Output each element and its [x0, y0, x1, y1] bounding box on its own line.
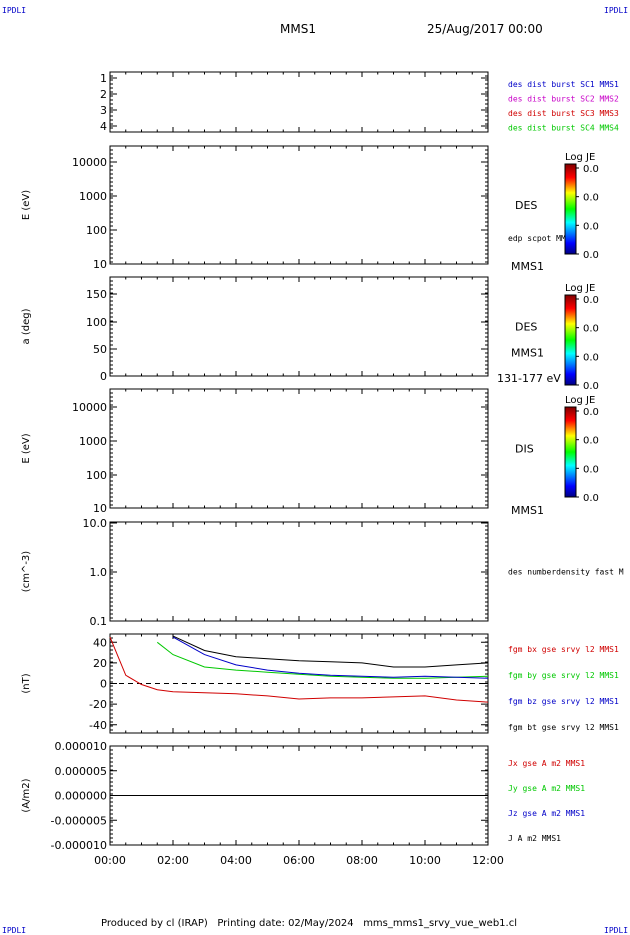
corner-label-bottom-left: IPDLI — [2, 926, 27, 935]
y-tick-label: 10 — [93, 258, 107, 271]
panel-bottom-label: 131-177 eV — [497, 372, 561, 385]
species-label: DES — [515, 321, 537, 334]
y-axis-label: E (eV) — [21, 190, 32, 220]
series-line — [172, 636, 489, 679]
y-tick-label: -0.000005 — [51, 814, 107, 827]
y-tick-label: 0.000000 — [55, 790, 108, 803]
y-tick-label: 1 — [100, 72, 107, 85]
series-label: Jz gse A m2 MMS1 — [508, 809, 585, 818]
corner-label-bottom-right: IPDLI — [604, 926, 629, 935]
species-label: DES — [515, 199, 537, 212]
y-tick-label: 100 — [86, 469, 107, 482]
colorbar-label: 0.0 — [583, 381, 599, 392]
series-line — [156, 641, 489, 679]
y-tick-label: -20 — [89, 698, 107, 711]
y-tick-label: 100 — [86, 316, 107, 329]
y-tick-label: 2 — [100, 88, 107, 101]
x-tick-label: 02:00 — [157, 854, 189, 867]
colorbar-label: 0.0 — [583, 193, 599, 204]
series-line — [172, 635, 489, 668]
y-tick-label: 0 — [100, 678, 107, 691]
y-tick-label: 10000 — [72, 156, 107, 169]
y-tick-label: 150 — [86, 288, 107, 301]
colorbar-label: 0.0 — [583, 407, 599, 418]
y-tick-label: 4 — [100, 120, 107, 133]
colorbar-label: 0.0 — [583, 250, 599, 261]
overlay-label: edp scpot MMS1 — [508, 234, 576, 243]
y-tick-label: 10.0 — [83, 517, 108, 530]
panel-frame — [109, 388, 489, 509]
series-label: des dist burst SC2 MMS2 — [508, 95, 619, 104]
corner-label-top-left: IPDLI — [2, 6, 27, 15]
series-label: fgm bt gse srvy l2 MMS1 — [508, 723, 619, 732]
y-tick-label: 0.1 — [90, 615, 108, 628]
x-tick-label: 04:00 — [220, 854, 252, 867]
y-axis-label: E (eV) — [21, 433, 32, 463]
panel-frame — [109, 521, 489, 622]
colorbar-label: 0.0 — [583, 464, 599, 475]
colorbar — [564, 406, 577, 498]
colorbar — [564, 163, 577, 255]
x-tick-label: 10:00 — [409, 854, 441, 867]
spacecraft-title: MMS1 — [280, 22, 316, 36]
y-axis-label: (A/m2) — [21, 778, 32, 812]
y-tick-label: -40 — [89, 719, 107, 732]
y-tick-label: 100 — [86, 224, 107, 237]
series-label: fgm by gse srvy l2 MMS1 — [508, 671, 619, 680]
y-tick-label: 10000 — [72, 401, 107, 414]
y-tick-label: 3 — [100, 104, 107, 117]
y-tick-label: -0.000010 — [51, 839, 107, 852]
x-tick-label: 08:00 — [346, 854, 378, 867]
colorbar-title: Log JE — [565, 152, 595, 163]
corner-label-top-right: IPDLI — [604, 6, 629, 15]
y-tick-label: 10 — [93, 502, 107, 515]
colorbar-title: Log JE — [565, 395, 595, 406]
series-label: des numberdensity fast M — [508, 568, 624, 577]
series-label: Jy gse A m2 MMS1 — [508, 784, 585, 793]
series-line — [109, 636, 489, 703]
y-tick-label: 20 — [93, 657, 107, 670]
series-label: J A m2 MMS1 — [508, 834, 561, 843]
colorbar-label: 0.0 — [583, 221, 599, 232]
species-sublabel: MMS1 — [511, 347, 544, 360]
series-label: des dist burst SC1 MMS1 — [508, 80, 619, 89]
y-tick-label: 1.0 — [90, 566, 108, 579]
colorbar-title: Log JE — [565, 283, 595, 294]
x-tick-label: 06:00 — [283, 854, 315, 867]
panel-bottom-label: MMS1 — [511, 260, 544, 273]
panel-bottom-label: MMS1 — [511, 504, 544, 517]
y-tick-label: 0.000005 — [55, 765, 108, 778]
colorbar-label: 0.0 — [583, 324, 599, 335]
colorbar-label: 0.0 — [583, 436, 599, 447]
y-tick-label: 50 — [93, 343, 107, 356]
species-label: DIS — [515, 443, 534, 456]
y-tick-label: 0 — [100, 370, 107, 383]
y-axis-label: (cm^-3) — [21, 551, 32, 592]
colorbar-label: 0.0 — [583, 493, 599, 504]
series-label: fgm bz gse srvy l2 MMS1 — [508, 697, 619, 706]
y-axis-label: a (deg) — [21, 308, 32, 344]
colorbar-label: 0.0 — [583, 352, 599, 363]
panel-frame — [109, 145, 489, 265]
series-label: des dist burst SC3 MMS3 — [508, 109, 619, 118]
colorbar-label: 0.0 — [583, 164, 599, 175]
colorbar — [564, 294, 577, 386]
panel-frame — [109, 276, 489, 377]
y-tick-label: 0.000010 — [55, 740, 108, 753]
y-tick-label: 1000 — [79, 190, 107, 203]
x-tick-label: 12:00 — [472, 854, 504, 867]
y-axis-label: (nT) — [21, 673, 32, 693]
x-tick-label: 00:00 — [94, 854, 126, 867]
panel-frame — [109, 71, 489, 133]
series-label: Jx gse A m2 MMS1 — [508, 759, 585, 768]
series-label: des dist burst SC4 MMS4 — [508, 124, 619, 133]
y-tick-label: 1000 — [79, 435, 107, 448]
y-tick-label: 40 — [93, 636, 107, 649]
footer-text: Produced by cl (IRAP) Printing date: 02/… — [101, 918, 518, 929]
datetime-title: 25/Aug/2017 00:00 — [427, 22, 543, 36]
series-label: fgm bx gse srvy l2 MMS1 — [508, 645, 619, 654]
colorbar-label: 0.0 — [583, 295, 599, 306]
